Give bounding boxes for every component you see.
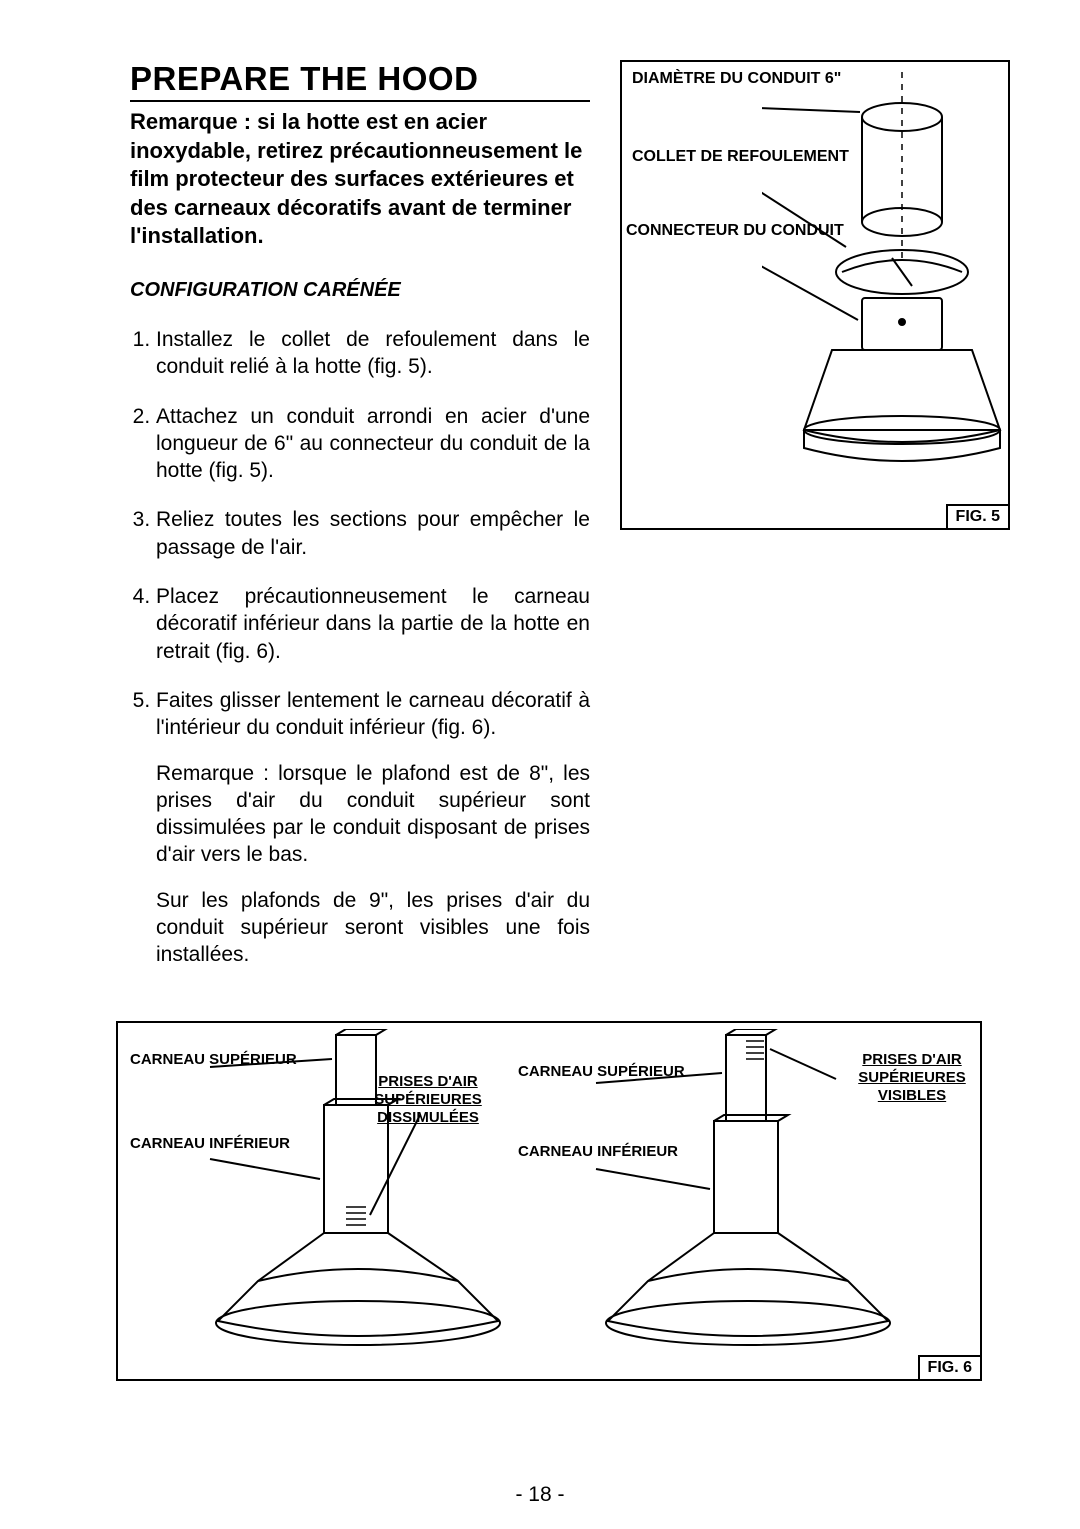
intro-note: Remarque : si la hotte est en acier inox…	[130, 108, 590, 251]
fig6-caption: FIG. 6	[918, 1355, 982, 1381]
step-5-note-2: Sur les plafonds de 9", les prises d'air…	[156, 887, 590, 969]
step-1: Installez le collet de refoulement dans …	[156, 326, 590, 381]
figure-6: CARNEAU SUPÉRIEUR CARNEAU INFÉRIEUR PRIS…	[116, 1021, 982, 1381]
text-column: PREPARE THE HOOD Remarque : si la hotte …	[130, 60, 590, 991]
page-title: PREPARE THE HOOD	[130, 60, 590, 102]
page-number: - 18 -	[0, 1483, 1080, 1507]
subheading: CONFIGURATION CARÉNÉE	[130, 279, 590, 302]
figure-5-column: DIAMÈTRE DU CONDUIT 6" COLLET DE REFOULE…	[620, 60, 1010, 991]
step-4: Placez précautionneusement le carneau dé…	[156, 583, 590, 665]
step-5: Faites glisser lentement le carneau déco…	[156, 687, 590, 969]
fig5-drawing	[762, 72, 1002, 502]
page: PREPARE THE HOOD Remarque : si la hotte …	[0, 0, 1080, 1529]
top-row: PREPARE THE HOOD Remarque : si la hotte …	[130, 60, 1010, 991]
figure-5: DIAMÈTRE DU CONDUIT 6" COLLET DE REFOULE…	[620, 60, 1010, 530]
steps-list: Installez le collet de refoulement dans …	[130, 326, 590, 969]
step-5-note-1: Remarque : lorsque le plafond est de 8",…	[156, 760, 590, 869]
step-5-text: Faites glisser lentement le carneau déco…	[156, 689, 590, 739]
fig6-right-drawing	[588, 1029, 908, 1359]
step-3: Reliez toutes les sections pour empêcher…	[156, 506, 590, 561]
fig5-caption: FIG. 5	[946, 504, 1010, 530]
fig6-left-drawing	[198, 1029, 518, 1359]
step-2: Attachez un conduit arrondi en acier d'u…	[156, 403, 590, 485]
figure-6-wrap: CARNEAU SUPÉRIEUR CARNEAU INFÉRIEUR PRIS…	[130, 1021, 1010, 1381]
